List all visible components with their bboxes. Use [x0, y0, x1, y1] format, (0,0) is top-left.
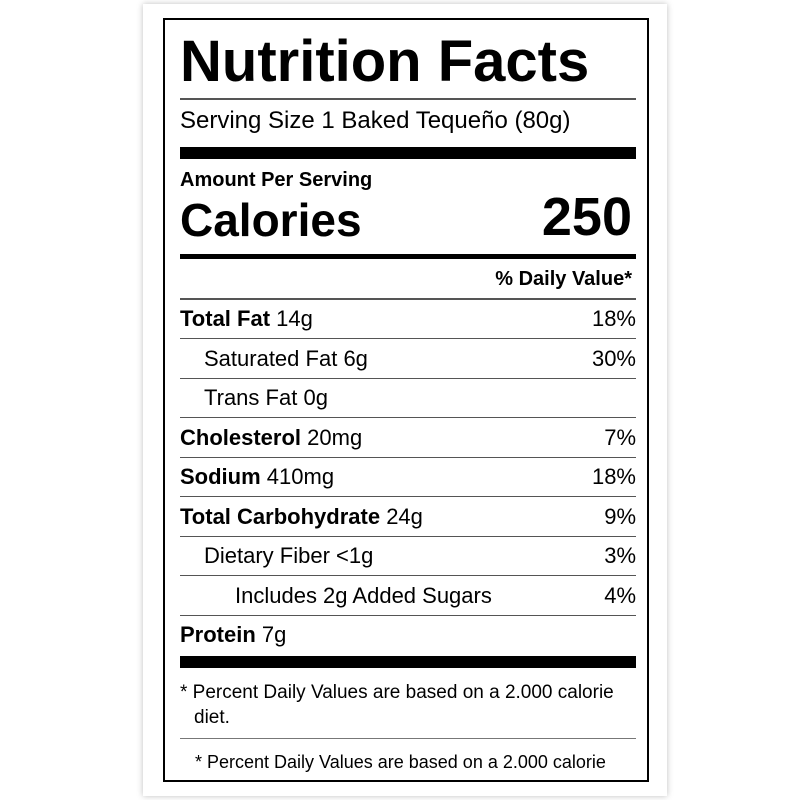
nutrient-text: Includes 2g Added Sugars: [180, 583, 492, 608]
nutrient-text: Trans Fat 0g: [180, 385, 328, 410]
nutrient-amount: 14g: [276, 306, 313, 331]
nutrient-name: Cholesterol: [180, 424, 302, 450]
nutrient-amount: <1g: [336, 543, 374, 568]
nutrient-text: Dietary Fiber <1g: [180, 543, 373, 568]
daily-value: 7%: [604, 424, 636, 450]
thick-divider: [180, 147, 636, 159]
nutrient-text: Sodium 410mg: [180, 464, 334, 489]
nutrient-amount: 6g: [343, 345, 368, 371]
nutrient-amount: 24g: [386, 503, 423, 529]
medium-divider: [180, 254, 636, 259]
daily-value: 18%: [591, 464, 636, 489]
daily-value: 4%: [604, 582, 636, 608]
thick-divider: [180, 656, 636, 668]
daily-value: 3%: [604, 543, 636, 568]
nutrient-row: Total Fat 14g 18%: [180, 299, 636, 339]
calories-value: 250: [541, 187, 632, 247]
nutrient-amount: 7g: [261, 622, 287, 647]
serving-size: Serving Size 1 Baked Tequeño (80g): [180, 107, 571, 134]
footnote-repeat: * Percent Daily Values are based on a 2.…: [195, 752, 606, 772]
nutrient-text: Protein 7g: [180, 622, 286, 647]
nutrient-text: Total Carbohydrate 24g: [180, 504, 423, 529]
daily-value: 18%: [591, 306, 636, 331]
nutrient-row: Dietary Fiber <1g 3%: [180, 536, 636, 576]
nutrient-row: Includes 2g Added Sugars 4%: [180, 576, 636, 616]
calories-label: Calories: [180, 194, 362, 246]
nutrient-name: Sodium: [180, 464, 261, 489]
daily-value: 30%: [591, 345, 636, 371]
divider: [180, 298, 636, 300]
nutrient-row: Cholesterol 20mg 7%: [180, 418, 636, 458]
daily-value-header: % Daily Value*: [495, 268, 632, 290]
nutrient-name: Total Carbohydrate: [180, 503, 381, 529]
amount-per-serving: Amount Per Serving: [180, 169, 373, 191]
nutrient-name: Dietary Fiber: [204, 543, 330, 568]
nutrient-row: Protein 7g: [180, 615, 636, 654]
nutrition-label: Nutrition Facts Serving Size 1 Baked Teq…: [163, 18, 649, 782]
nutrient-row: Total Carbohydrate 24g 9%: [180, 497, 636, 537]
nutrient-name: Saturated Fat: [204, 345, 338, 371]
footnote: * Percent Daily Values are based on a 2.…: [180, 682, 614, 728]
nutrient-amount: 410mg: [266, 464, 335, 489]
nutrient-name: Trans Fat: [204, 385, 298, 410]
nutrient-amount: 0g: [303, 385, 328, 410]
nutrient-amount: 20mg: [307, 424, 363, 450]
nutrient-text: Total Fat 14g: [180, 306, 313, 331]
divider: [180, 98, 636, 100]
nutrient-text: Cholesterol 20mg: [180, 425, 362, 450]
divider: [180, 738, 636, 739]
daily-value: 9%: [604, 503, 636, 529]
nutrient-name: Total Fat: [180, 306, 271, 331]
nutrient-name: Protein: [180, 622, 256, 647]
nutrient-name: Includes 2g Added Sugars: [235, 582, 492, 608]
nutrient-row: Saturated Fat 6g 30%: [180, 339, 636, 379]
nutrient-row: Trans Fat 0g: [180, 378, 636, 418]
title: Nutrition Facts: [180, 29, 590, 94]
nutrient-row: Sodium 410mg 18%: [180, 457, 636, 497]
nutrient-text: Saturated Fat 6g: [180, 346, 368, 371]
